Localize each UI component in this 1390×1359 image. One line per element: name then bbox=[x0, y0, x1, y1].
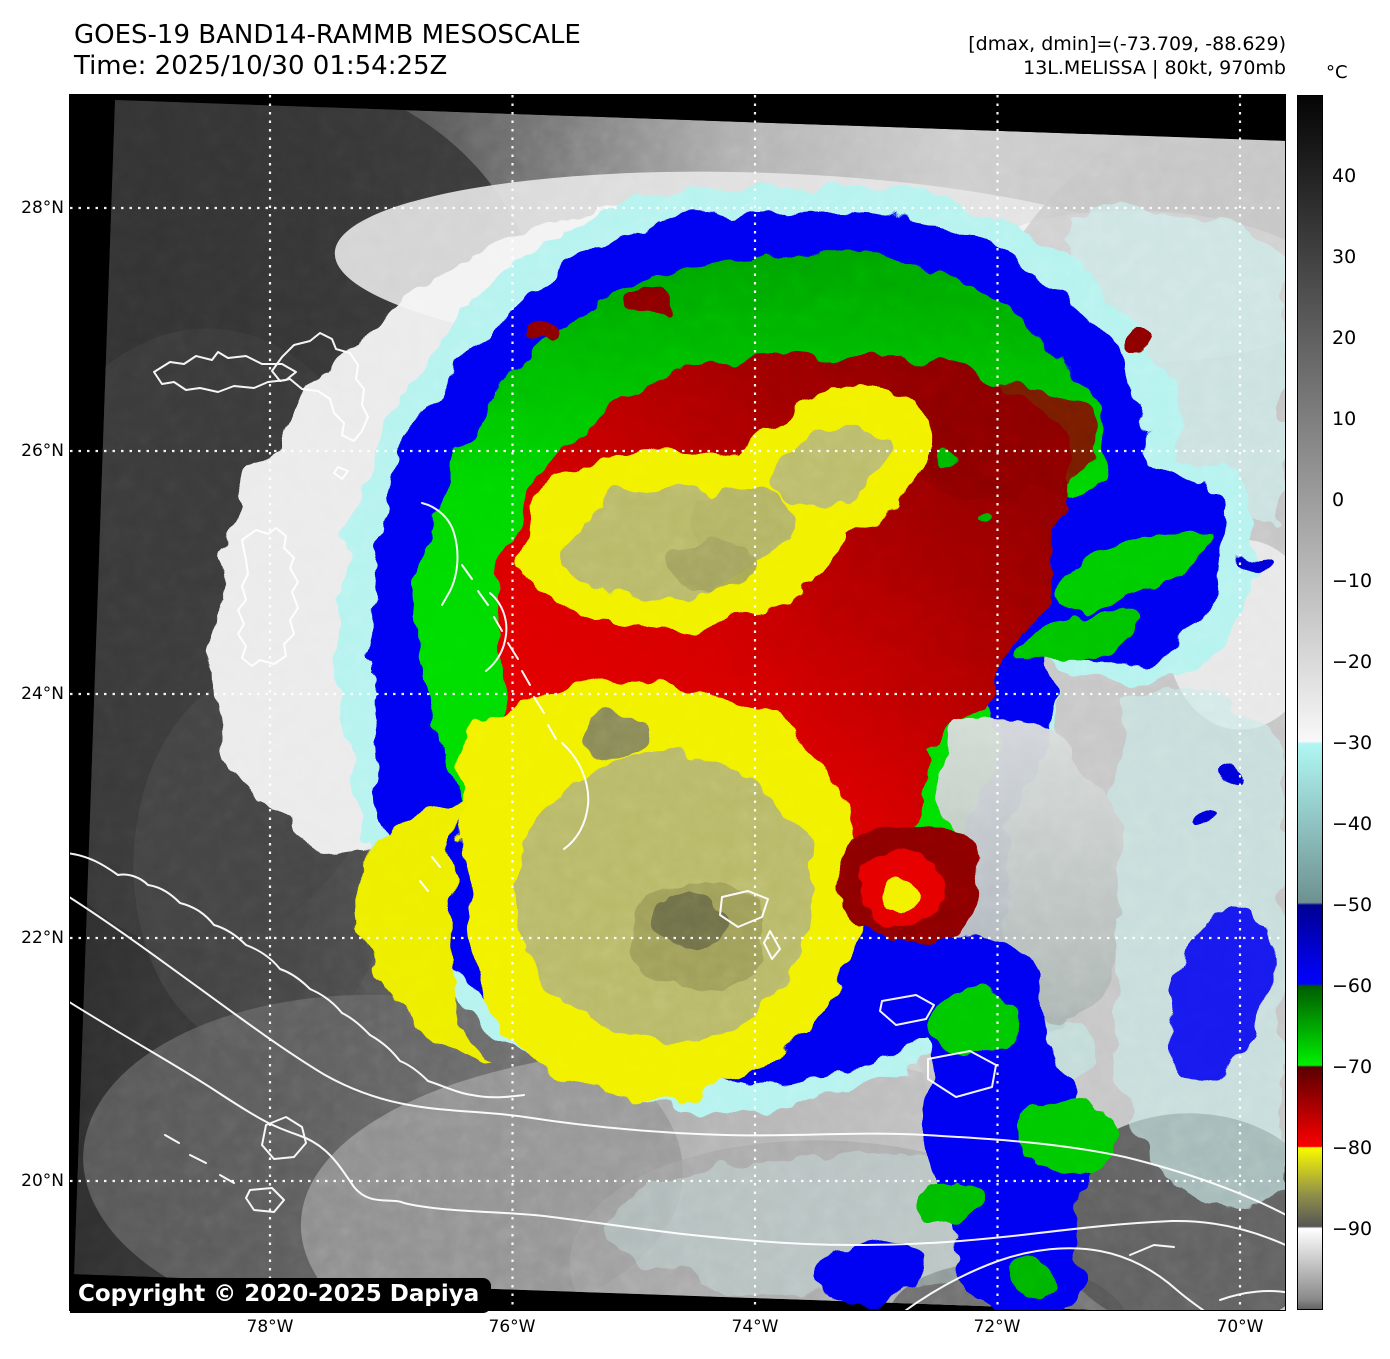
colorbar-tick: −30 bbox=[1332, 732, 1373, 754]
lat-label: 24°N bbox=[21, 684, 64, 704]
timestamp: Time: 2025/10/30 01:54:25Z bbox=[74, 51, 448, 81]
colorbar-unit-label: °C bbox=[1326, 62, 1348, 83]
product-title: GOES-19 BAND14-RAMMB MESOSCALE bbox=[74, 20, 581, 50]
storm-info: 13L.MELISSA | 80kt, 970mb bbox=[1023, 57, 1286, 79]
colorbar-tick: −50 bbox=[1332, 894, 1373, 916]
lon-label: 72°W bbox=[973, 1317, 1021, 1337]
colorbar-tick: 10 bbox=[1332, 408, 1357, 430]
copyright-badge: Copyright © 2020-2025 Dapiya bbox=[70, 1278, 492, 1313]
graticule bbox=[70, 95, 1285, 1310]
dmax-dmin-readout: [dmax, dmin]=(-73.709, -88.629) bbox=[968, 33, 1286, 55]
lon-label: 76°W bbox=[488, 1317, 536, 1337]
colorbar-tick: 30 bbox=[1332, 246, 1357, 268]
temperature-colorbar bbox=[1297, 95, 1323, 1310]
colorbar-tick: −10 bbox=[1332, 570, 1373, 592]
colorbar-tick: 20 bbox=[1332, 327, 1357, 349]
colorbar-tick: −20 bbox=[1332, 651, 1373, 673]
colorbar-tick: −90 bbox=[1332, 1218, 1373, 1240]
lon-label: 78°W bbox=[246, 1317, 294, 1337]
lon-label: 70°W bbox=[1216, 1317, 1264, 1337]
colorbar-tick: −70 bbox=[1332, 1056, 1373, 1078]
colorbar-tick: 0 bbox=[1332, 489, 1345, 511]
cloud-texture-overlay bbox=[70, 95, 1285, 1310]
lat-label: 28°N bbox=[21, 198, 64, 218]
lat-label: 20°N bbox=[21, 1171, 64, 1191]
satellite-image bbox=[70, 95, 1285, 1310]
colorbar-tick: 40 bbox=[1332, 165, 1357, 187]
lat-label: 22°N bbox=[21, 928, 64, 948]
lon-label: 74°W bbox=[731, 1317, 779, 1337]
colorbar-tick: −40 bbox=[1332, 813, 1373, 835]
lat-label: 26°N bbox=[21, 441, 64, 461]
coastline bbox=[70, 332, 1285, 1310]
colorbar-tick: −80 bbox=[1332, 1137, 1373, 1159]
satellite-image-frame bbox=[69, 94, 1286, 1311]
colorbar-tick: −60 bbox=[1332, 975, 1373, 997]
